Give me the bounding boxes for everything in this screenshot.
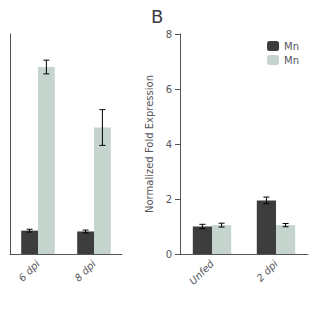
svg-text:8 dpi: 8 dpi — [72, 258, 98, 284]
svg-text:6: 6 — [166, 84, 172, 95]
svg-text:4: 4 — [166, 139, 172, 150]
svg-text:8: 8 — [166, 29, 172, 40]
svg-text:0: 0 — [166, 249, 172, 260]
svg-text:Unfed: Unfed — [187, 258, 216, 287]
svg-text:Mn: Mn — [284, 41, 299, 52]
svg-text:Normalized Fold Expression: Normalized Fold Expression — [144, 75, 155, 213]
svg-text:Mn: Mn — [284, 55, 299, 66]
svg-text:B: B — [151, 6, 163, 27]
svg-text:2: 2 — [166, 194, 172, 205]
svg-text:6 dpi: 6 dpi — [16, 258, 42, 284]
svg-text:2 dpi: 2 dpi — [254, 258, 280, 284]
